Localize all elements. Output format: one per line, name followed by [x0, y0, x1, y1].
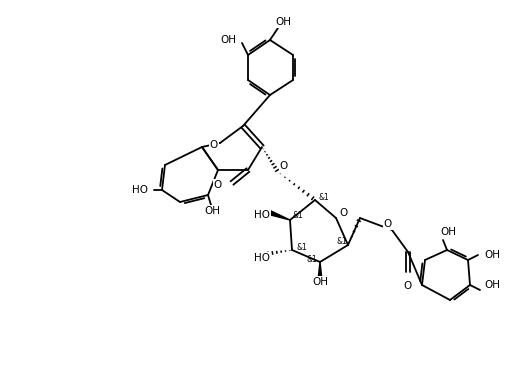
- Text: &1: &1: [307, 255, 317, 264]
- Text: HO: HO: [132, 185, 148, 195]
- Text: O: O: [340, 208, 348, 218]
- Text: OH: OH: [484, 250, 500, 260]
- Text: &1: &1: [296, 243, 307, 252]
- Polygon shape: [267, 210, 290, 220]
- Text: &1: &1: [337, 236, 348, 245]
- Text: OH: OH: [204, 206, 220, 216]
- Polygon shape: [318, 262, 322, 282]
- Text: OH: OH: [440, 227, 456, 237]
- Text: HO: HO: [254, 210, 270, 220]
- Text: OH: OH: [484, 280, 500, 290]
- Text: OH: OH: [312, 277, 328, 287]
- Text: &1: &1: [293, 212, 303, 221]
- Text: O: O: [404, 281, 412, 291]
- Text: OH: OH: [275, 17, 291, 27]
- Text: &1: &1: [319, 194, 329, 202]
- Text: O: O: [214, 180, 222, 190]
- Text: OH: OH: [220, 35, 236, 45]
- Text: O: O: [210, 140, 218, 150]
- Text: O: O: [280, 161, 288, 171]
- Text: O: O: [384, 219, 392, 229]
- Text: HO: HO: [254, 253, 270, 263]
